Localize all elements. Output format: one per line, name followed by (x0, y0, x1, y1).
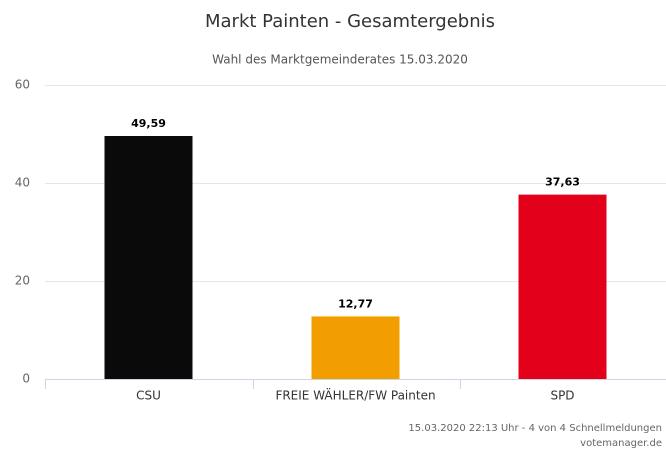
y-tick-label: 0 (22, 372, 30, 386)
value-label: 49,59 (131, 117, 166, 130)
chart-subtitle: Wahl des Marktgemeinderates 15.03.2020 (212, 53, 468, 67)
credit-site: votemanager.de (580, 438, 662, 449)
x-tick-label: SPD (550, 389, 574, 403)
x-tick-label: CSU (136, 389, 161, 403)
bar (518, 194, 607, 379)
chart-title: Markt Painten - Gesamtergebnis (205, 11, 495, 32)
y-tick-label: 20 (15, 274, 30, 288)
y-tick-label: 60 (15, 78, 30, 92)
credit-time: 15.03.2020 22:13 Uhr - 4 von 4 Schnellme… (408, 423, 662, 434)
bar (311, 316, 400, 379)
x-tick-label: FREIE WÄHLER/FW Painten (275, 388, 435, 403)
value-label: 37,63 (545, 176, 580, 189)
value-label: 12,77 (338, 297, 373, 310)
y-tick-label: 40 (15, 176, 30, 190)
bar (104, 136, 193, 379)
